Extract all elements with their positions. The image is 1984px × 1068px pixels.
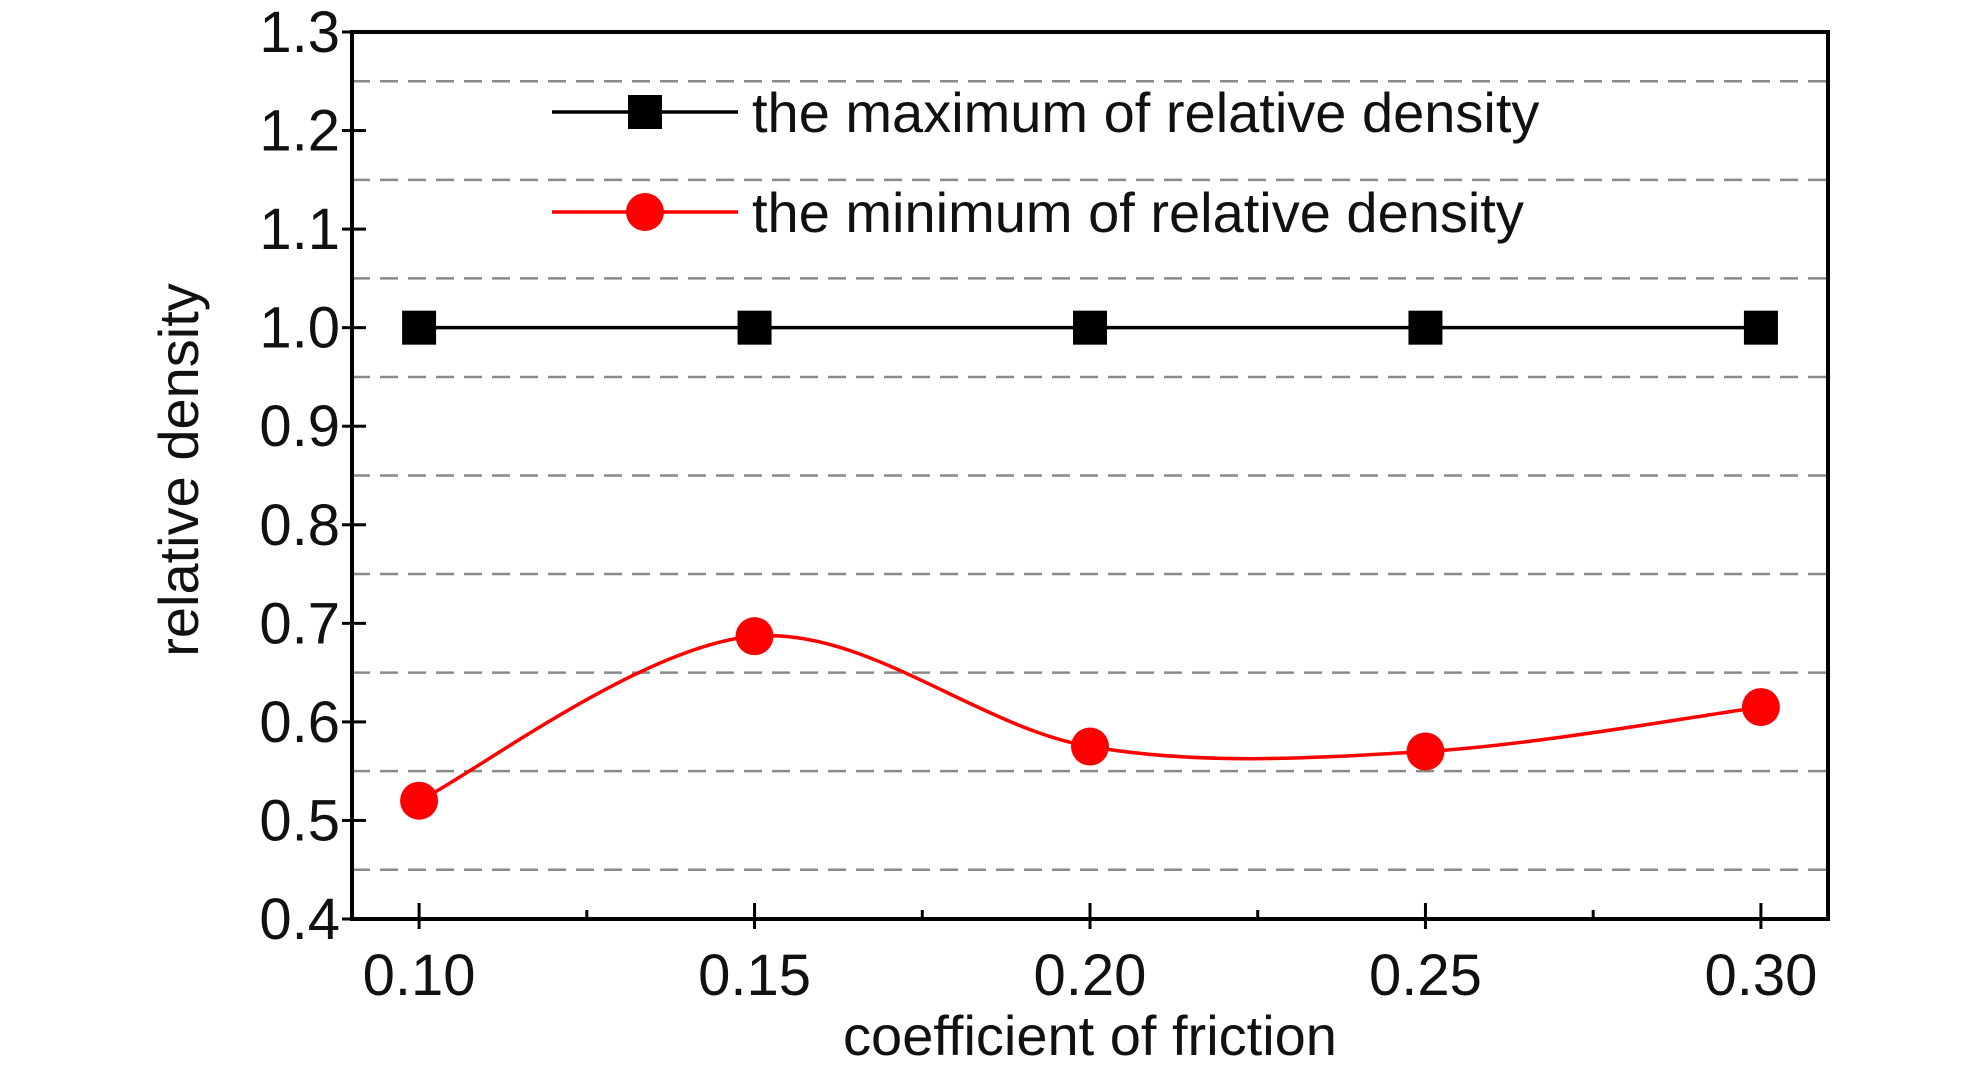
x-tick-label: 0.30 [1704,943,1817,1008]
data-point-circle [1406,732,1445,771]
y-tick-label: 0.8 [259,493,340,558]
y-tick-label: 0.6 [259,690,340,755]
legend: the maximum of relative density the minim… [552,81,1539,244]
legend-label-1: the maximum of relative density [752,81,1539,144]
series-layer [400,310,1780,820]
y-tick-label: 1.2 [259,99,340,164]
y-tick-label: 0.9 [259,394,340,459]
x-tick-label: 0.25 [1369,943,1482,1008]
data-point-circle [400,781,439,820]
y-tick-label: 0.7 [259,591,340,656]
data-point-square [402,310,437,345]
x-tick-label: 0.20 [1034,943,1147,1008]
data-point-circle [1741,688,1780,727]
x-tick-label: 0.10 [363,943,476,1008]
legend-label-2: the minimum of relative density [752,181,1524,244]
data-point-square [1743,310,1778,345]
y-tick-label: 1.0 [259,296,340,361]
legend-marker-circle [626,193,664,231]
series-line-2 [418,633,1762,803]
axis-ticks: 0.4 0.5 0.6 0.7 0.8 0.9 1.0 1.1 1.2 1.3 0.10 0.15 0.… [259,0,1817,1008]
y-tick-label: 1.3 [259,0,340,65]
y-tick-label: 1.1 [259,197,340,262]
y-tick-label: 0.4 [259,887,340,952]
x-axis-title: coefficient of friction [843,1004,1337,1063]
data-point-circle [1071,727,1109,766]
data-point-square [1408,310,1443,345]
data-point-circle [735,617,774,656]
x-tick-label: 0.15 [698,943,811,1008]
y-axis-title: relative density [147,283,210,657]
gridlines [352,80,1828,871]
data-point-square [737,310,772,345]
y-tick-label: 0.5 [259,788,340,853]
legend-marker-square [628,95,662,129]
data-point-square [1073,310,1107,345]
